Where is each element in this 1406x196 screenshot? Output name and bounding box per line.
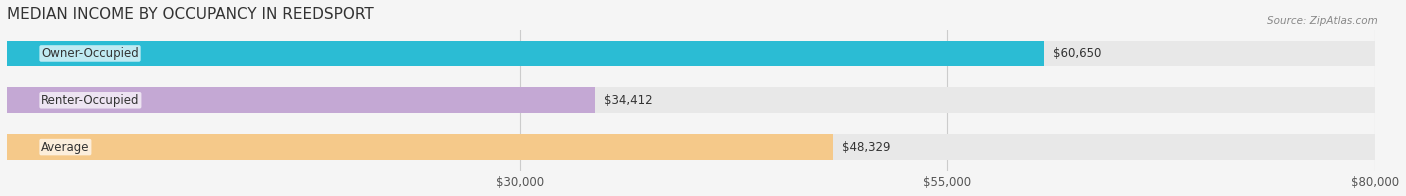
Bar (7, 134, 834, 160)
Bar (7, 41, 1045, 66)
Bar (7, 41, 1375, 66)
Bar (7, 134, 1375, 160)
Text: Average: Average (41, 141, 90, 154)
Bar (7, 87, 1375, 113)
Text: Source: ZipAtlas.com: Source: ZipAtlas.com (1267, 16, 1378, 26)
Text: $34,412: $34,412 (605, 94, 652, 107)
Text: $48,329: $48,329 (842, 141, 890, 154)
Bar (7, 87, 595, 113)
Text: MEDIAN INCOME BY OCCUPANCY IN REEDSPORT: MEDIAN INCOME BY OCCUPANCY IN REEDSPORT (7, 7, 374, 22)
Text: Owner-Occupied: Owner-Occupied (41, 47, 139, 60)
Text: $60,650: $60,650 (1053, 47, 1101, 60)
Text: Renter-Occupied: Renter-Occupied (41, 94, 139, 107)
